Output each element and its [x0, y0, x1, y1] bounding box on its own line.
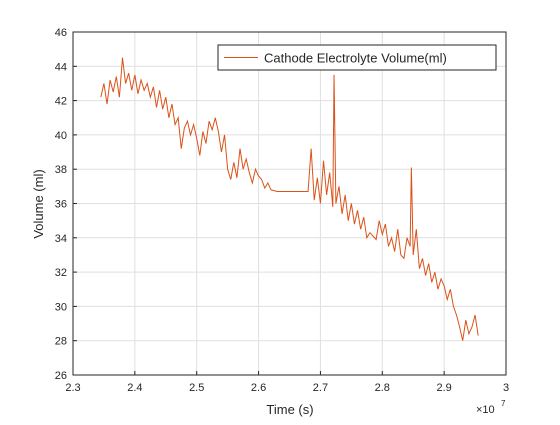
y-tick-label: 30 [55, 301, 67, 313]
y-tick-label: 36 [55, 199, 67, 211]
y-tick-label: 44 [55, 61, 67, 73]
x-tick-label: 2.9 [436, 382, 451, 394]
y-tick-label: 26 [55, 370, 67, 382]
y-tick-label: 42 [55, 96, 67, 108]
y-tick-label: 32 [55, 267, 67, 279]
x-tick-label: 2.5 [189, 382, 204, 394]
y-tick-label: 38 [55, 164, 67, 176]
x-tick-label: 2.3 [65, 382, 80, 394]
x-tick-label: 2.7 [313, 382, 328, 394]
x-scale-base: ×10 [476, 404, 495, 416]
legend: Cathode Electrolyte Volume(ml) [217, 44, 497, 71]
data-line [100, 57, 479, 341]
y-tick-label: 28 [55, 336, 67, 348]
y-tick-label: 40 [55, 130, 67, 142]
x-tick-label: 3 [503, 382, 509, 394]
x-tick-label: 2.6 [251, 382, 266, 394]
y-axis-label: Volume (ml) [31, 169, 46, 238]
legend-label: Cathode Electrolyte Volume(ml) [264, 51, 447, 66]
x-scale-exponent: 7 [501, 399, 506, 408]
x-axis-label: Time (s) [266, 402, 313, 417]
x-tick-label: 2.4 [127, 382, 142, 394]
x-tick-label: 2.8 [375, 382, 390, 394]
legend-box [217, 44, 497, 71]
y-tick-label: 46 [55, 27, 67, 39]
y-tick-label: 34 [55, 233, 67, 245]
